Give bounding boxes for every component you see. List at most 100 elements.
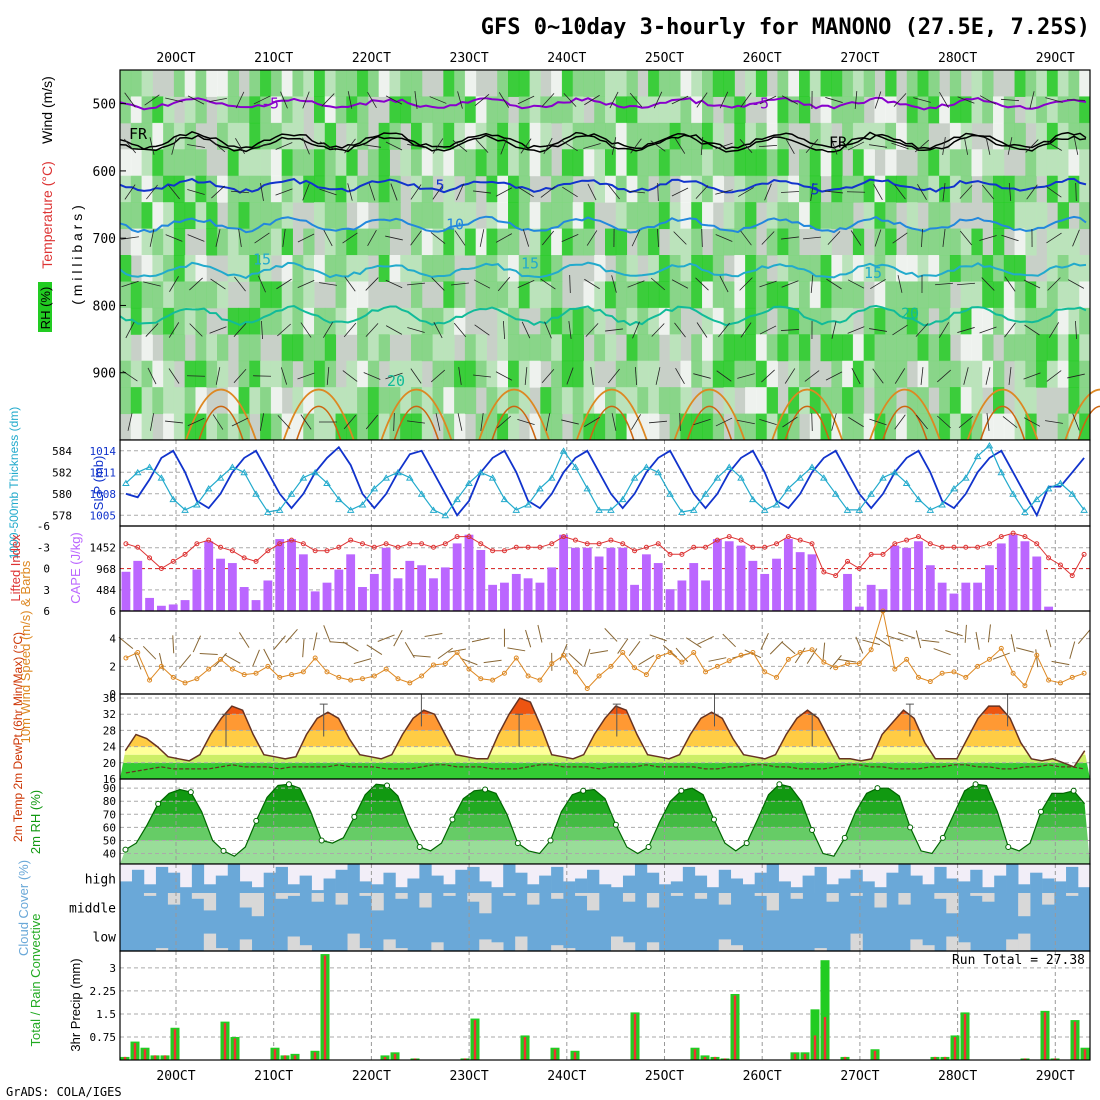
cloud-bar-low — [850, 933, 863, 951]
precip-convective-bar — [953, 1036, 957, 1060]
cape-bar — [724, 541, 734, 611]
rh-cell — [993, 387, 1005, 415]
rh-cell — [1057, 202, 1069, 230]
surface-wind-barb — [964, 624, 967, 643]
cloud-bar-high — [239, 881, 253, 893]
rh-cell — [561, 228, 574, 256]
rh-cell — [184, 255, 196, 282]
rh-cell — [734, 202, 746, 230]
thickness-point — [808, 463, 816, 470]
cloud-bar-middle — [718, 893, 732, 905]
rh-cell — [561, 307, 574, 335]
cape-bar — [429, 578, 438, 611]
rh-cell — [314, 413, 326, 441]
precip-convective-bar — [473, 1020, 477, 1060]
rh-cell — [874, 228, 886, 256]
cloud-bar-low — [610, 936, 624, 951]
rh-cell — [454, 149, 466, 177]
rh-cell — [486, 96, 498, 124]
surface-wind-barb — [649, 634, 667, 642]
rh-cell — [1068, 175, 1080, 203]
rh-cell — [163, 360, 175, 388]
rh-cell — [141, 96, 153, 124]
lifted-index-point — [147, 555, 153, 561]
rh-cell — [1036, 96, 1048, 124]
isotherm-20 — [119, 304, 1087, 327]
cloud-bar-high — [1030, 872, 1043, 893]
rh-cell — [971, 255, 983, 282]
rh-cell — [928, 70, 940, 97]
cape-bar — [925, 565, 935, 611]
rh-cell — [993, 122, 1005, 150]
rh-cell — [960, 122, 972, 150]
cloud-bar-high — [431, 875, 444, 893]
wind-barb — [850, 230, 862, 246]
cloud-bar-high — [994, 875, 1007, 893]
temp-band — [120, 762, 1090, 779]
rh-cell — [1057, 334, 1069, 362]
rh-cell — [1057, 307, 1069, 335]
rh-band — [120, 840, 1090, 864]
rh-cell — [971, 413, 983, 441]
rh-cell — [163, 307, 175, 335]
wind-barb — [914, 139, 930, 153]
rh-cell — [949, 228, 962, 256]
rh-point — [1037, 808, 1044, 815]
cape-bar — [216, 558, 225, 611]
wind-barb — [260, 183, 264, 201]
rh-cell — [874, 175, 886, 203]
wind-barb — [831, 321, 837, 339]
isotherm-25-arc — [966, 388, 1039, 441]
rh-cell — [637, 228, 649, 256]
rh-cell — [443, 281, 455, 309]
cloud-bar-middle — [850, 893, 863, 896]
wind-barb — [1046, 186, 1062, 198]
surface-wind-barb — [722, 633, 736, 648]
lifted-index-point — [525, 544, 531, 550]
rh-cell — [238, 122, 250, 150]
precip-convective-bar — [173, 1029, 177, 1060]
wind-barb — [297, 233, 315, 243]
rh-cell — [486, 149, 498, 177]
rh-cell — [594, 255, 606, 282]
wind-speed-point — [525, 673, 531, 679]
thickness-point — [914, 495, 923, 503]
slp-tick-label: 1011 — [90, 466, 117, 479]
rh-cell — [1036, 149, 1048, 177]
wind-barb — [780, 191, 800, 193]
rh-line — [125, 783, 1086, 857]
rh-cell — [475, 96, 487, 124]
rh-cell — [949, 360, 962, 388]
contour-label: 15 — [253, 251, 271, 269]
precip-convective-bar — [323, 955, 327, 1060]
axis-label-slp: SLP (mb) — [91, 456, 106, 511]
rh-cell — [1057, 96, 1069, 124]
wind-barb — [739, 277, 753, 291]
rh-cell — [1025, 281, 1037, 309]
cloud-bar-middle — [395, 893, 408, 899]
rh-cell — [260, 360, 272, 388]
rh-cell — [648, 122, 660, 150]
thickness-point — [985, 442, 994, 449]
wind-barb — [830, 137, 838, 155]
cloud-bar-high — [1054, 881, 1067, 893]
rh-cell — [669, 70, 681, 97]
thickness-point — [961, 474, 970, 481]
rh-cell — [173, 175, 186, 203]
isotherm-25-arc — [575, 388, 648, 441]
rh-cell — [906, 70, 919, 97]
thickness-point — [488, 474, 497, 481]
rh-cell — [270, 70, 283, 97]
wind-speed-point — [1034, 652, 1040, 658]
cloud-bar-high — [515, 872, 528, 893]
rh-cell — [152, 122, 164, 150]
cloud-bar-high — [898, 864, 911, 893]
rh-cell — [605, 175, 617, 203]
cloud-bar-low — [946, 936, 959, 951]
rh-cell — [885, 70, 897, 97]
rh-point — [220, 847, 227, 854]
rh-cell — [723, 96, 735, 124]
wind-barb — [764, 183, 772, 201]
thickness-point — [772, 501, 781, 508]
rh-point — [547, 837, 554, 844]
